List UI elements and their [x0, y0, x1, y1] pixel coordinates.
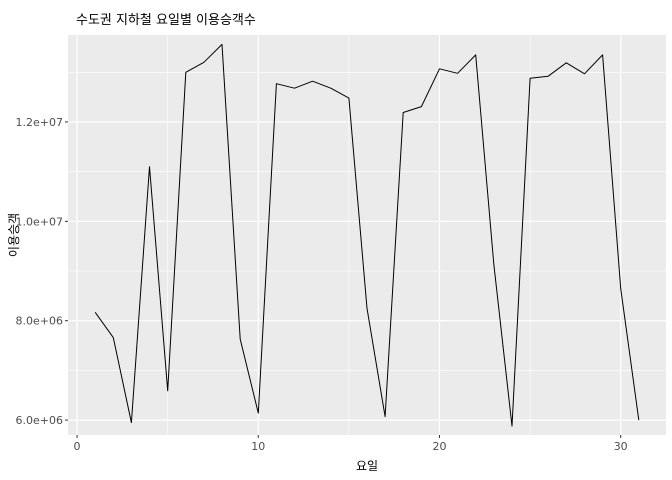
y-tick-label: 1.0e+07 — [16, 215, 63, 228]
y-tick-label: 1.2e+07 — [16, 116, 63, 129]
x-axis-title: 요일 — [356, 459, 378, 473]
x-tick-label: 20 — [432, 440, 446, 453]
data-series — [94, 43, 640, 427]
y-axis: 6.0e+06 8.0e+06 1.0e+07 1.2e+07 — [16, 116, 68, 427]
x-tick-label: 0 — [74, 440, 81, 453]
y-axis-title: 이용승객 — [7, 213, 21, 257]
y-tick-label: 6.0e+06 — [16, 414, 63, 427]
major-gridlines — [68, 35, 666, 435]
x-tick-label: 10 — [251, 440, 265, 453]
x-axis: 0 10 20 30 — [74, 435, 628, 453]
x-tick-label: 30 — [614, 440, 628, 453]
y-tick-label: 8.0e+06 — [16, 315, 63, 328]
chart-title: 수도권 지하철 요일별 이용승객수 — [76, 13, 256, 28]
series-line-0 — [94, 43, 640, 427]
plot-panel — [68, 35, 666, 435]
